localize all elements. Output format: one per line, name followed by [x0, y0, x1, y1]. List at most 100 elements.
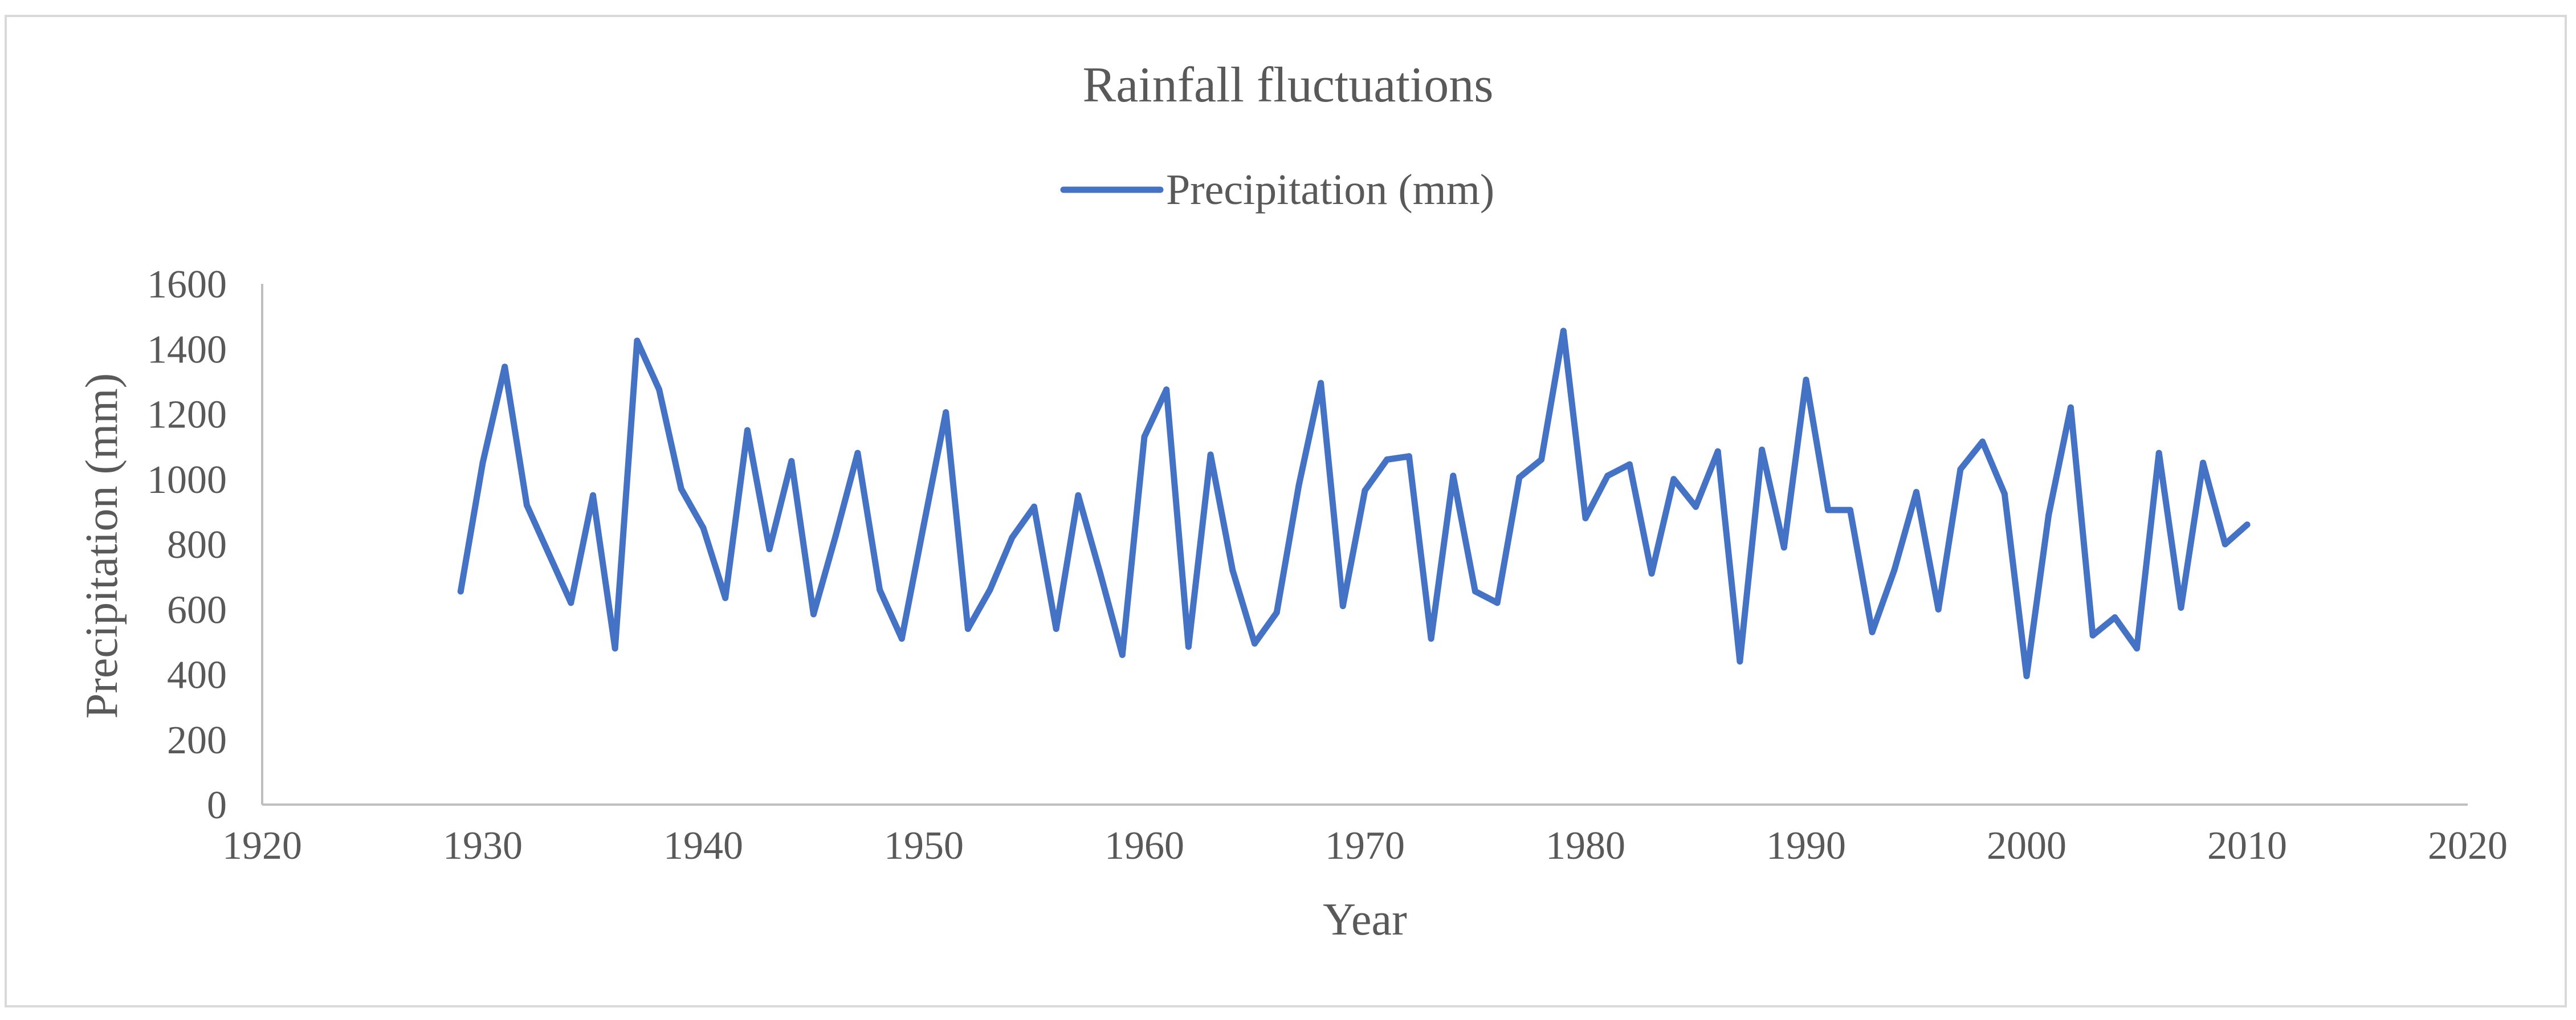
data-point — [1979, 438, 1986, 445]
data-point — [2067, 404, 2074, 411]
data-point — [678, 485, 684, 492]
data-point — [1185, 643, 1192, 650]
x-tick-label: 2000 — [1987, 824, 2066, 868]
data-point — [1759, 446, 1766, 453]
data-point — [612, 645, 618, 652]
y-tick-label: 600 — [167, 588, 227, 632]
data-point — [590, 492, 596, 499]
data-point — [1141, 434, 1148, 440]
data-point — [920, 521, 927, 528]
x-tick-label: 1980 — [1546, 824, 1625, 868]
x-tick-label: 1940 — [663, 824, 743, 868]
y-tick-label: 1400 — [147, 328, 227, 372]
data-point — [987, 586, 993, 593]
data-point — [1031, 503, 1037, 510]
data-point — [2244, 521, 2251, 528]
data-point — [1318, 380, 1324, 386]
data-point — [1053, 626, 1059, 632]
data-point — [1384, 456, 1391, 463]
data-point — [1714, 448, 1721, 455]
data-point — [1891, 567, 1898, 574]
data-point — [2089, 632, 2096, 639]
y-tick-label: 200 — [167, 719, 227, 762]
y-tick-label: 800 — [167, 523, 227, 567]
data-point — [1428, 635, 1434, 642]
data-point — [788, 458, 795, 464]
data-point — [1339, 603, 1346, 609]
x-tick-label: 1920 — [222, 824, 302, 868]
data-point — [1494, 599, 1501, 606]
data-point — [457, 588, 464, 595]
data-point — [1670, 476, 1677, 483]
legend: Precipitation (mm) — [1060, 166, 1494, 214]
data-point — [2001, 491, 2008, 497]
data-point — [1163, 386, 1170, 393]
data-point — [1252, 640, 1258, 647]
data-point — [1560, 328, 1567, 334]
data-point — [1935, 606, 1942, 613]
data-point — [1626, 461, 1633, 468]
data-point — [523, 502, 530, 508]
data-point — [1957, 466, 1964, 473]
x-tick-label: 1990 — [1766, 824, 1846, 868]
data-point — [502, 364, 508, 370]
y-tick-label: 400 — [167, 654, 227, 697]
data-point — [2200, 459, 2207, 466]
data-point — [964, 626, 971, 632]
data-point — [1604, 472, 1611, 479]
x-tick-label: 2020 — [2428, 824, 2508, 868]
data-point — [1803, 377, 1809, 383]
x-tick-label: 1970 — [1325, 824, 1405, 868]
data-point — [877, 586, 883, 593]
data-point — [2178, 604, 2184, 611]
data-point — [2222, 541, 2228, 548]
data-point — [1472, 588, 1478, 595]
data-point — [1009, 535, 1016, 541]
data-point — [1295, 482, 1302, 489]
data-point — [898, 635, 905, 642]
data-point — [1869, 629, 1876, 635]
data-point — [1075, 492, 1082, 499]
y-tick-label: 1200 — [147, 393, 227, 437]
data-point — [2045, 512, 2052, 519]
series-line-precipitation — [457, 328, 2251, 679]
data-point — [1516, 474, 1523, 481]
x-tick-label: 1930 — [443, 824, 523, 868]
data-point — [2155, 450, 2162, 456]
data-point — [1450, 472, 1457, 479]
data-point — [479, 459, 486, 466]
data-point — [744, 427, 751, 434]
data-point — [1362, 487, 1368, 494]
data-point — [1097, 570, 1104, 577]
data-point — [1405, 453, 1412, 460]
data-point — [2134, 645, 2140, 652]
x-tick-label: 1950 — [884, 824, 964, 868]
data-point — [656, 386, 663, 393]
data-point — [1207, 451, 1214, 458]
data-point — [545, 550, 552, 557]
data-point — [1273, 609, 1280, 616]
y-tick-label: 0 — [207, 784, 227, 827]
data-point — [832, 533, 839, 540]
x-axis-title: Year — [1323, 895, 1407, 945]
data-point — [1538, 456, 1545, 463]
data-point — [1582, 515, 1589, 521]
data-point — [568, 599, 574, 606]
data-point — [1648, 570, 1655, 577]
legend-label: Precipitation (mm) — [1166, 166, 1494, 214]
x-tick-labels: 1920 1930 1940 1950 1960 1970 1980 1990 2000 2010… — [222, 824, 2508, 868]
y-axis-title: Precipitation (mm) — [77, 373, 127, 719]
data-point — [1737, 658, 1743, 665]
data-point — [854, 450, 861, 456]
y-tick-labels: 0 200 400 600 800 1000 1200 1400 1600 — [147, 263, 227, 827]
data-point — [1913, 489, 1919, 496]
x-tick-label: 1960 — [1104, 824, 1184, 868]
data-point — [722, 594, 729, 601]
data-point — [1780, 544, 1787, 551]
data-point — [1825, 507, 1832, 513]
x-tick-label: 2010 — [2207, 824, 2287, 868]
y-tick-label: 1000 — [147, 458, 227, 502]
data-point — [1847, 507, 1853, 513]
data-point — [1229, 567, 1236, 574]
